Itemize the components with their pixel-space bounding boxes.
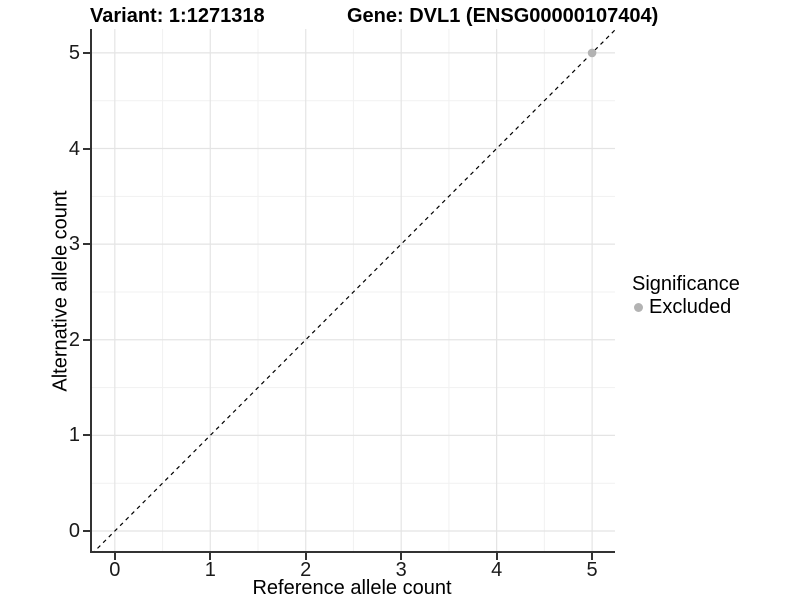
x-tick-mark — [209, 553, 212, 560]
x-axis-title: Reference allele count — [252, 577, 452, 599]
y-tick-label: 4 — [68, 137, 80, 160]
x-tick-label: 4 — [491, 559, 503, 581]
legend-entries: Excluded — [632, 296, 740, 319]
x-tick-mark — [304, 553, 307, 560]
x-tick-label: 2 — [300, 559, 312, 581]
data-point-excluded — [587, 48, 597, 58]
plot-canvas — [90, 29, 615, 553]
y-tick-label: 2 — [68, 328, 80, 351]
y-tick-mark — [83, 51, 90, 54]
y-axis-title: Alternative allele count — [49, 190, 72, 392]
identity-line — [92, 29, 615, 553]
y-tick-mark — [83, 338, 90, 341]
y-tick-label: 5 — [68, 41, 80, 64]
y-tick-label: 0 — [68, 520, 80, 542]
legend-item-label: Excluded — [649, 296, 732, 318]
plot-title-variant: Variant: 1:1271318 — [90, 5, 265, 27]
y-tick-label: 3 — [68, 233, 80, 256]
y-tick-label: 1 — [68, 424, 80, 447]
x-tick-label: 3 — [395, 559, 407, 581]
y-tick-mark — [83, 147, 90, 150]
x-tick-mark — [400, 553, 403, 560]
x-tick-mark — [113, 553, 116, 560]
legend-title: Significance — [632, 273, 740, 295]
x-tick-label: 1 — [204, 559, 216, 581]
x-tick-label: 0 — [109, 559, 121, 581]
y-tick-mark — [83, 434, 90, 437]
y-tick-mark — [83, 530, 90, 532]
x-tick-label: 5 — [586, 559, 598, 581]
y-tick-mark — [83, 243, 90, 246]
legend: Significance Excluded — [632, 273, 740, 319]
legend-point-icon — [634, 303, 643, 312]
plot-panel — [90, 29, 615, 553]
legend-item-excluded: Excluded — [632, 296, 740, 319]
plot-title-gene: Gene: DVL1 (ENSG00000107404) — [347, 5, 659, 27]
x-tick-mark — [495, 553, 498, 560]
x-tick-mark — [591, 553, 594, 560]
